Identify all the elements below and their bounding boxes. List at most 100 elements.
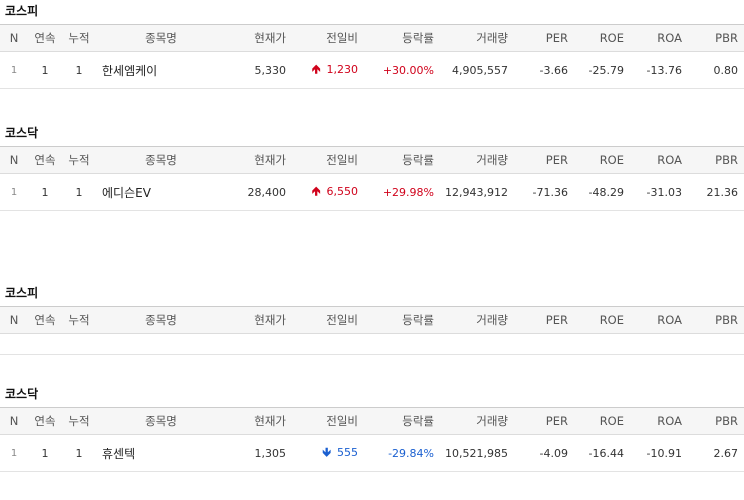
cell-roa: -13.76 (630, 51, 688, 89)
col-pbr: PBR (688, 306, 744, 334)
stock-name-link[interactable]: 휴센텍 (96, 434, 226, 472)
col-volume: 거래량 (440, 407, 514, 435)
stock-table: N 연속 누적 종목명 현재가 전일비 등락률 거래량 PER ROE ROA … (0, 146, 744, 211)
col-n: N (0, 146, 28, 174)
col-pbr: PBR (688, 407, 744, 435)
col-pbr: PBR (688, 146, 744, 174)
empty-cell (0, 333, 744, 355)
cell-rate: +30.00% (364, 51, 440, 89)
cell-pbr: 0.80 (688, 51, 744, 89)
cell-roe: -48.29 (574, 173, 630, 211)
col-roe: ROE (574, 306, 630, 334)
stock-name-link[interactable]: 에디슨EV (96, 173, 226, 211)
col-rate: 등락률 (364, 146, 440, 174)
col-roe: ROE (574, 146, 630, 174)
cell-rate: +29.98% (364, 173, 440, 211)
col-stock-name: 종목명 (96, 146, 226, 174)
col-roa: ROA (630, 407, 688, 435)
cell-cumulative: 1 (62, 173, 96, 211)
section-title: 코스피 (5, 286, 39, 300)
cell-price: 5,330 (226, 51, 292, 89)
col-cumulative: 누적 (62, 24, 96, 52)
col-roa: ROA (630, 146, 688, 174)
col-pbr: PBR (688, 24, 744, 52)
col-roe: ROE (574, 24, 630, 52)
col-n: N (0, 407, 28, 435)
col-volume: 거래량 (440, 146, 514, 174)
cell-price: 1,305 (226, 434, 292, 472)
cell-per: -71.36 (514, 173, 574, 211)
col-price: 현재가 (226, 146, 292, 174)
change-value: 1,230 (326, 62, 359, 76)
cell-price: 28,400 (226, 173, 292, 211)
cell-n: 1 (0, 434, 28, 472)
col-stock-name: 종목명 (96, 407, 226, 435)
col-n: N (0, 306, 28, 334)
cell-consecutive: 1 (28, 434, 62, 472)
col-cumulative: 누적 (62, 306, 96, 334)
cell-rate: -29.84% (364, 434, 440, 472)
col-roa: ROA (630, 306, 688, 334)
section-title: 코스닥 (5, 387, 39, 401)
stock-table: N 연속 누적 종목명 현재가 전일비 등락률 거래량 PER ROE ROA … (0, 24, 744, 89)
cell-volume: 4,905,557 (440, 51, 514, 89)
cell-cumulative: 1 (62, 434, 96, 472)
cell-n: 1 (0, 51, 28, 89)
col-per: PER (514, 407, 574, 435)
table-header: N 연속 누적 종목명 현재가 전일비 등락률 거래량 PER ROE ROA … (0, 24, 744, 52)
cell-volume: 10,521,985 (440, 434, 514, 472)
cell-change: 🡹 1,230 (292, 51, 364, 89)
cell-pbr: 21.36 (688, 173, 744, 211)
col-stock-name: 종목명 (96, 306, 226, 334)
cell-n: 1 (0, 173, 28, 211)
cell-pbr: 2.67 (688, 434, 744, 472)
table-row: 1 1 1 에디슨EV 28,400 🡹 6,550 +29.98% 12,943… (0, 173, 744, 211)
cell-change: 🡻 555 (292, 434, 364, 472)
arrow-up-icon: 🡹 (311, 183, 321, 198)
col-cumulative: 누적 (62, 407, 96, 435)
stock-table: N 연속 누적 종목명 현재가 전일비 등락률 거래량 PER ROE ROA … (0, 407, 744, 472)
table-row: 1 1 1 휴센텍 1,305 🡻 555 -29.84% 10,521,985 … (0, 434, 744, 472)
arrow-up-icon: 🡹 (311, 61, 321, 76)
cell-per: -4.09 (514, 434, 574, 472)
cell-change: 🡹 6,550 (292, 173, 364, 211)
cell-per: -3.66 (514, 51, 574, 89)
col-rate: 등락률 (364, 306, 440, 334)
table-row-empty (0, 333, 744, 355)
col-per: PER (514, 146, 574, 174)
col-consecutive: 연속 (28, 146, 62, 174)
arrow-down-icon: 🡻 (322, 444, 331, 459)
section-title: 코스피 (5, 4, 39, 18)
table-header: N 연속 누적 종목명 현재가 전일비 등락률 거래량 PER ROE ROA … (0, 146, 744, 174)
change-value: 555 (337, 445, 358, 459)
cell-consecutive: 1 (28, 173, 62, 211)
change-value: 6,550 (326, 184, 359, 198)
stock-name-link[interactable]: 한세엠케이 (96, 51, 226, 89)
col-n: N (0, 24, 28, 52)
col-volume: 거래량 (440, 24, 514, 52)
cell-cumulative: 1 (62, 51, 96, 89)
cell-volume: 12,943,912 (440, 173, 514, 211)
col-rate: 등락률 (364, 407, 440, 435)
col-consecutive: 연속 (28, 24, 62, 52)
col-price: 현재가 (226, 306, 292, 334)
table-row: 1 1 1 한세엠케이 5,330 🡹 1,230 +30.00% 4,905,5… (0, 51, 744, 89)
cell-roe: -25.79 (574, 51, 630, 89)
cell-roa: -10.91 (630, 434, 688, 472)
col-change: 전일비 (292, 24, 364, 52)
cell-consecutive: 1 (28, 51, 62, 89)
section-title: 코스닥 (5, 126, 39, 140)
table-header: N 연속 누적 종목명 현재가 전일비 등락률 거래량 PER ROE ROA … (0, 306, 744, 334)
col-change: 전일비 (292, 306, 364, 334)
col-price: 현재가 (226, 24, 292, 52)
col-per: PER (514, 24, 574, 52)
col-cumulative: 누적 (62, 146, 96, 174)
col-change: 전일비 (292, 407, 364, 435)
col-change: 전일비 (292, 146, 364, 174)
cell-roa: -31.03 (630, 173, 688, 211)
col-consecutive: 연속 (28, 306, 62, 334)
col-per: PER (514, 306, 574, 334)
col-rate: 등락률 (364, 24, 440, 52)
col-roe: ROE (574, 407, 630, 435)
col-roa: ROA (630, 24, 688, 52)
